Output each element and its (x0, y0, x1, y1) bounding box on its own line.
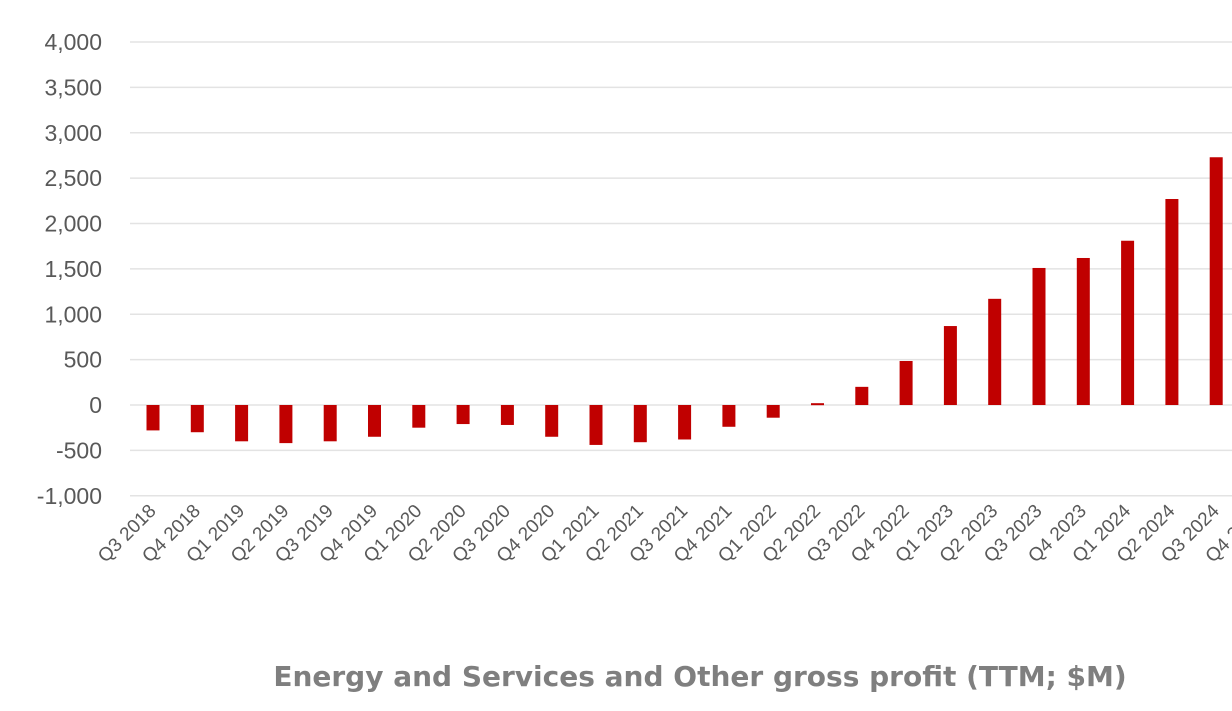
bar (368, 405, 381, 437)
y-tick-label: 500 (64, 347, 102, 373)
y-tick-label: 3,000 (44, 120, 102, 146)
bar (412, 405, 426, 428)
bar (1076, 257, 1090, 405)
y-tick-label: 0 (89, 392, 102, 418)
y-tick-label: 1,500 (44, 256, 102, 282)
bar (190, 405, 204, 433)
y-tick-label: 2,500 (44, 165, 102, 191)
bar (500, 405, 514, 425)
y-tick-label: 2,000 (44, 211, 102, 237)
bar (1209, 157, 1223, 405)
bar (899, 360, 913, 405)
y-tick-label: 4,000 (44, 29, 102, 55)
bar (722, 405, 736, 427)
bar (678, 405, 692, 440)
bar (988, 298, 1002, 405)
bar (766, 405, 780, 418)
bar (633, 405, 647, 443)
bar (1032, 267, 1046, 405)
y-tick-label: -500 (56, 437, 102, 463)
bar (855, 386, 869, 405)
y-tick-label: 1,000 (44, 301, 102, 327)
bar (323, 405, 337, 442)
y-tick-label: 3,500 (44, 74, 102, 100)
bar (943, 326, 957, 405)
bar (456, 405, 470, 425)
bar (589, 405, 603, 445)
bar (811, 403, 824, 406)
chart-title: Energy and Services and Other gross prof… (273, 660, 1127, 693)
bar (545, 405, 559, 437)
bar (146, 405, 160, 431)
bar (1121, 240, 1135, 405)
bar (279, 405, 293, 444)
y-tick-label: -1,000 (37, 483, 102, 509)
bar (235, 405, 249, 442)
bar (1165, 198, 1179, 405)
